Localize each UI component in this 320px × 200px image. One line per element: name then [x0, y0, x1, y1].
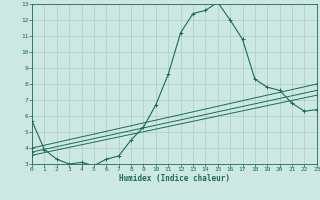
X-axis label: Humidex (Indice chaleur): Humidex (Indice chaleur) [119, 174, 230, 183]
